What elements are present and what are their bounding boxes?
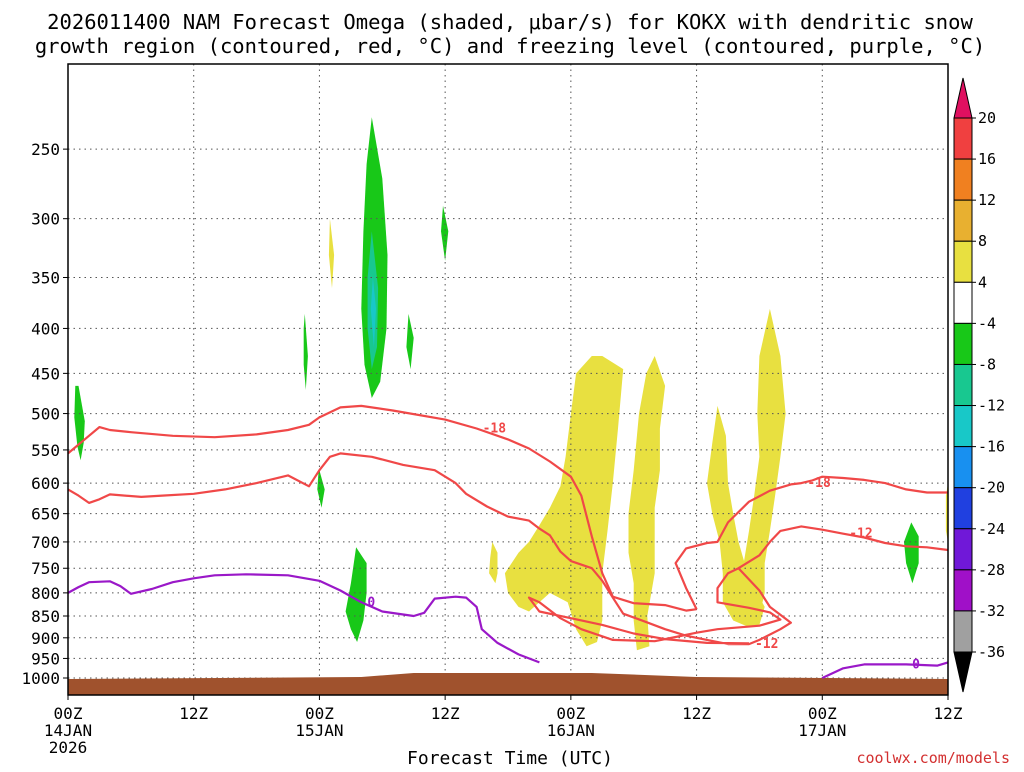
colorbar: 20 16 12 8 4 -4 -8 -12 -16 -20 -24 -28 -32 -36 [953, 77, 1005, 693]
y-tick-label: 900 [31, 629, 60, 648]
contour-label-2: -12 [755, 637, 778, 652]
omega-region-1 [303, 313, 308, 390]
colorbar-label: -20 [978, 479, 1005, 497]
colorbar-label: 20 [978, 109, 996, 127]
x-tick-label: 16JAN [547, 721, 595, 740]
colorbar-swatch [953, 569, 973, 612]
y-tick-label: 350 [31, 268, 60, 287]
contour-label-1: -18 [807, 476, 831, 491]
x-tick-label: 00Z [305, 704, 334, 723]
ground-terrain [68, 673, 948, 695]
x-tick-label: 00Z [808, 704, 837, 723]
colorbar-label: 8 [978, 232, 987, 250]
y-tick-label: 500 [31, 405, 60, 424]
colorbar-swatch [953, 117, 973, 160]
chart-title-line-1: 2026011400 NAM Forecast Omega (shaded, μ… [47, 10, 973, 34]
contour-label-4: 0 [367, 595, 375, 610]
colorbar-swatch [953, 446, 973, 489]
plot-frame [67, 63, 949, 696]
colorbar-swatch [953, 528, 973, 571]
y-tick-label: 550 [31, 441, 60, 460]
credit-text: coolwx.com/models [856, 749, 1010, 767]
y-tick-label: 700 [31, 533, 60, 552]
colorbar-label: -16 [978, 438, 1005, 456]
colorbar-swatch [953, 363, 973, 407]
x-tick-label: 17JAN [798, 721, 846, 740]
omega-region-15 [743, 308, 786, 616]
y-tick-label: 650 [31, 505, 60, 524]
colorbar-label: -28 [978, 561, 1005, 579]
colorbar-label: -4 [978, 314, 996, 332]
colorbar-label: -8 [978, 355, 996, 373]
x-tick-label: 00Z [556, 704, 585, 723]
x-tick-label: 12Z [179, 704, 208, 723]
x-tick-label: 2026 [49, 738, 88, 757]
y-tick-label: 800 [31, 584, 60, 603]
plot-area: -18 -18 -12 -12 0 0 [67, 64, 949, 695]
y-tick-label: 250 [31, 140, 60, 159]
colorbar-label: 4 [978, 273, 987, 291]
contour-line-1 [674, 475, 948, 610]
contour-label-3: -12 [849, 527, 872, 542]
y-tick-label: 400 [31, 319, 60, 338]
omega-region-13 [628, 356, 666, 651]
y-tick-label: 950 [31, 649, 60, 668]
colorbar-swatch [953, 240, 973, 283]
contour-label-0: -18 [483, 422, 507, 437]
colorbar-label: -24 [978, 520, 1005, 538]
colorbar-label: 16 [978, 150, 996, 168]
omega-region-12 [504, 356, 624, 647]
contour-label-5: 0 [912, 657, 920, 672]
colorbar-label: -36 [978, 643, 1005, 661]
omega-region-4 [406, 313, 414, 370]
colorbar-swatch [953, 199, 973, 242]
x-tick-label: 00Z [54, 704, 83, 723]
contour-line-2 [67, 452, 792, 646]
omega-region-6 [345, 547, 367, 642]
colorbar-label: -12 [978, 397, 1005, 415]
y-tick-label: 1000 [21, 669, 60, 688]
y-tick-label: 850 [31, 607, 60, 626]
x-tick-label: 15JAN [295, 721, 343, 740]
x-axis-label: Forecast Time (UTC) [407, 748, 613, 768]
x-tick-label: 12Z [431, 704, 460, 723]
x-tick-label: 12Z [682, 704, 711, 723]
chart-title-line-2: growth region (contoured, red, °C) and f… [35, 34, 985, 58]
y-tick-label: 300 [31, 210, 60, 229]
y-tick-label: 750 [31, 559, 60, 578]
colorbar-swatch [953, 610, 973, 653]
colorbar-swatch [953, 281, 973, 324]
colorbar-swatch [953, 405, 973, 448]
omega-region-10 [328, 218, 335, 289]
contour-line-4 [67, 573, 540, 664]
x-tick-label: 14JAN [44, 721, 92, 740]
colorbar-swatch [953, 158, 973, 201]
y-tick-label: 450 [31, 364, 60, 383]
contour-line-5 [821, 661, 949, 679]
x-tick-label: 12Z [934, 704, 963, 723]
colorbar-label: 12 [978, 191, 996, 209]
colorbar-swatch [953, 487, 973, 530]
colorbar-bottom-arrow [953, 651, 973, 693]
colorbar-label: -32 [978, 602, 1005, 620]
omega-region-9 [370, 277, 376, 347]
y-axis: 250 300 350 400 450 500 550 600 650 700 750 800 850 9… [21, 140, 68, 688]
colorbar-swatch [953, 322, 973, 365]
omega-region-11 [489, 541, 498, 584]
omega-region-5 [441, 205, 449, 261]
omega-region-14 [707, 405, 765, 628]
omega-region-2 [317, 470, 325, 508]
y-tick-label: 600 [31, 474, 60, 493]
contour-line-0 [67, 404, 697, 612]
contour-line-3 [737, 525, 949, 570]
